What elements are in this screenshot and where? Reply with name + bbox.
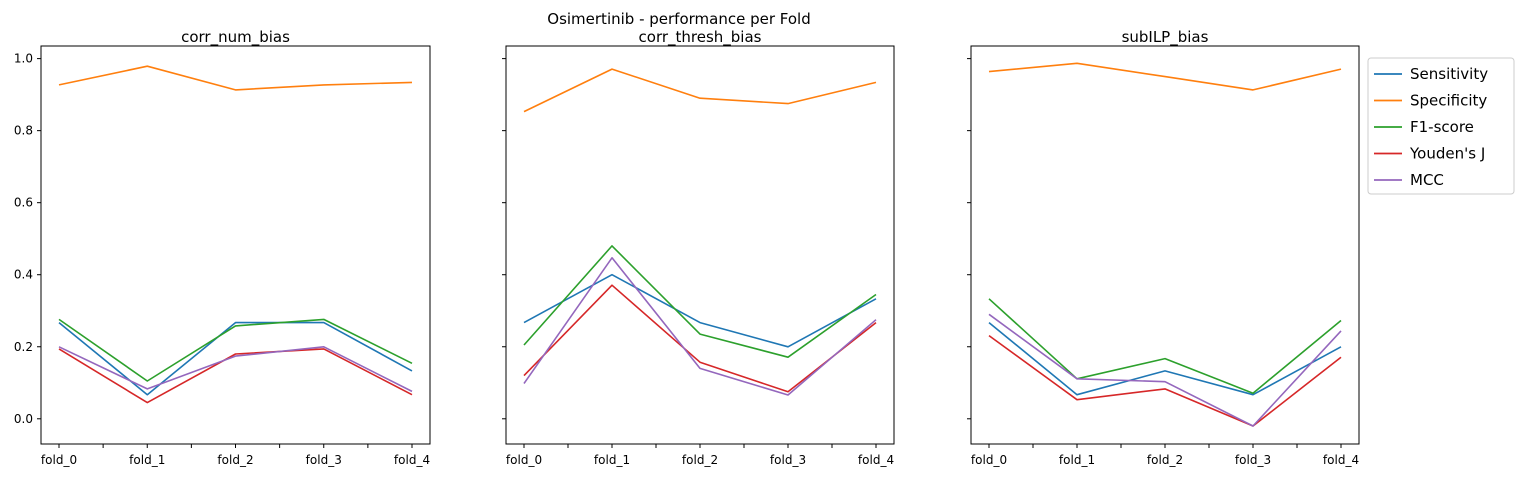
series-line-sensitivity — [523, 273, 877, 348]
y-tick-label: 1.0 — [14, 52, 33, 66]
series-line-mcc — [523, 256, 877, 396]
x-tick-label: fold_2 — [682, 453, 718, 467]
x-tick-label: fold_0 — [41, 453, 77, 467]
legend: Sensitivity Specificity F1-score Youden's J… — [1367, 57, 1515, 195]
chart-suptitle: Osimertinib - performance per Fold — [547, 10, 810, 28]
y-tick-label: 0.2 — [14, 340, 33, 354]
legend-label: MCC — [1410, 171, 1444, 189]
subplot-corr_thresh_bias: corr_thresh_bias fold_0 fold_1 fold_2 fold_3… — [502, 28, 895, 467]
legend-label: F1-score — [1410, 118, 1474, 136]
axes-frame — [970, 45, 1360, 445]
series-line-sensitivity — [58, 321, 413, 396]
series-line-specificity — [58, 65, 413, 91]
legend-frame — [1367, 57, 1515, 195]
legend-label: Youden's J — [1409, 145, 1485, 163]
x-tick-label: fold_4 — [858, 453, 894, 467]
series-line-youden-s-j — [58, 348, 413, 404]
x-tick-label: fold_4 — [394, 453, 430, 467]
y-tick-label: 0.6 — [14, 196, 33, 210]
series-line-sensitivity — [988, 321, 1342, 396]
series-line-mcc — [58, 345, 413, 393]
series-line-f1-score — [523, 245, 877, 359]
series-line-youden-s-j — [988, 334, 1342, 427]
x-tick-label: fold_2 — [1147, 453, 1183, 467]
subplot-title: corr_thresh_bias — [639, 28, 762, 47]
x-tick-label: fold_3 — [1235, 453, 1271, 467]
subplot-subILP_bias: subILP_bias fold_0 fold_1 fold_2 fold_3 fold_… — [967, 28, 1360, 467]
series-line-f1-score — [988, 298, 1342, 395]
x-tick-label: fold_1 — [1059, 453, 1095, 467]
legend-label: Specificity — [1410, 92, 1487, 110]
x-tick-label: fold_0 — [971, 453, 1007, 467]
axes-frame — [505, 45, 895, 445]
series-line-specificity — [523, 68, 877, 113]
series-line-specificity — [988, 62, 1342, 91]
y-tick-label: 0.4 — [14, 268, 33, 282]
x-tick-label: fold_1 — [129, 453, 165, 467]
series-line-youden-s-j — [523, 284, 877, 393]
x-tick-label: fold_0 — [506, 453, 542, 467]
subplot-title: subILP_bias — [1122, 28, 1209, 47]
subplot-corr_num_bias: corr_num_bias 0.0 0.2 0.4 0.6 0.8 1.0 fold_0 fol… — [14, 28, 431, 467]
series-line-mcc — [988, 313, 1342, 427]
series-line-f1-score — [58, 318, 413, 382]
y-tick-label: 0.0 — [14, 412, 33, 426]
x-tick-label: fold_3 — [306, 453, 342, 467]
subplot-title: corr_num_bias — [181, 28, 290, 47]
axes-frame — [40, 45, 431, 445]
y-tick-label: 0.8 — [14, 124, 33, 138]
x-tick-label: fold_3 — [770, 453, 806, 467]
x-tick-label: fold_1 — [594, 453, 630, 467]
x-tick-label: fold_2 — [217, 453, 253, 467]
legend-label: Sensitivity — [1410, 65, 1488, 83]
x-tick-label: fold_4 — [1323, 453, 1359, 467]
